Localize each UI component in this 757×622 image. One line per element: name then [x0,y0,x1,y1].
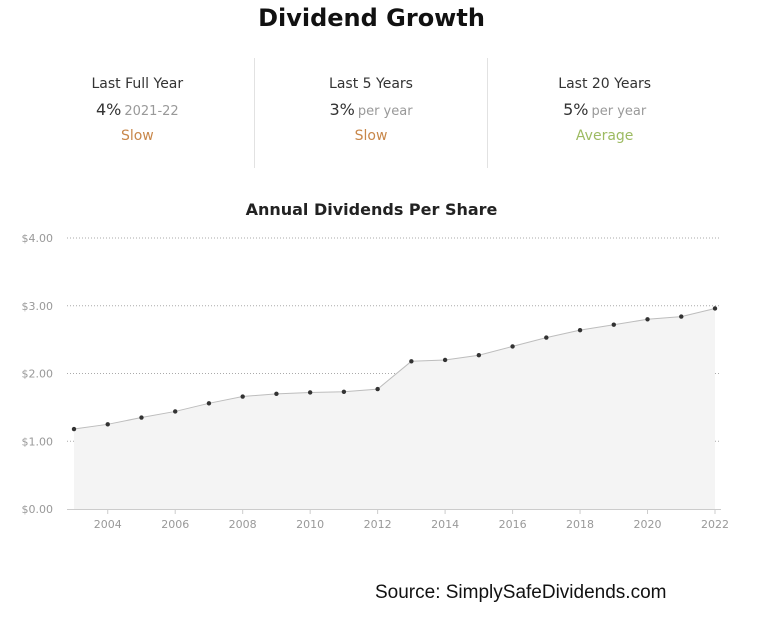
data-point [71,426,77,432]
page-title: Dividend Growth [258,4,485,32]
data-point [274,391,279,397]
data-point [307,390,313,395]
data-point [544,335,549,340]
y-tick-label: $3.00 [22,300,54,313]
stat-value-line: 5% per year [488,100,721,119]
y-tick-label: $2.00 [22,368,54,381]
stat-label: Last 5 Years [329,76,413,92]
x-tick-label: 2018 [566,518,594,531]
dividends-area-chart: $0.00 $1.00 $2.00 $3.00 $4.00 2004 2006 2008 201… [22,232,730,531]
x-tick-label: 2006 [161,518,189,531]
data-point [510,344,515,349]
data-point [611,322,616,327]
data-point [139,415,144,420]
stat-value: 4% [95,100,122,119]
stat-value-line: 3% per year [255,100,488,119]
x-tick-label: 2022 [701,518,729,531]
data-point [476,353,482,358]
data-point [679,314,684,319]
data-point [173,409,178,414]
stat-last-20-years: Last 20 Years 5% per year Average [487,58,721,168]
x-tick-label: 2016 [499,518,527,531]
x-tick-label: 2020 [634,518,662,531]
series-line [73,307,716,430]
stat-last-5-years: Last 5 Years 3% per year Slow [253,58,488,168]
stat-label: Last Full Year [91,76,184,92]
data-point [341,389,347,394]
stat-value: 5% [563,100,589,119]
stat-last-full-year: Last Full Year 4% 2021-22 Slow [21,58,254,168]
x-tick-label: 2008 [229,518,257,531]
data-point [645,317,650,322]
y-tick-label: $0.00 [22,503,54,516]
area-fill [74,308,715,509]
y-tick-label: $1.00 [22,435,54,448]
stat-rating: Average [575,128,634,144]
data-point [442,357,448,363]
y-tick-label: $4.00 [22,232,54,245]
data-point [577,327,583,333]
x-tick-label: 2014 [431,518,459,531]
source-credit: Source: SimplySafeDividends.com [375,582,667,603]
stat-value-line: 4% 2021-22 [21,100,254,119]
stat-value: 3% [329,100,355,119]
data-point [105,422,110,427]
stats-panel: Last Full Year 4% 2021-22 Slow Last 5 Yea… [21,58,721,168]
data-point [375,386,380,392]
stat-rating: Slow [354,128,388,144]
chart-title: Annual Dividends Per Share [245,200,498,219]
stat-subtext: per year [591,104,647,119]
data-point [206,401,212,406]
x-tick-label: 2012 [364,518,392,531]
stat-rating: Slow [120,128,154,144]
data-point [240,394,245,399]
data-point [712,306,718,311]
stat-label: Last 20 Years [558,76,652,92]
data-point [409,359,414,364]
x-tick-label: 2010 [296,518,324,531]
stat-subtext: 2021-22 [124,104,179,119]
x-tick-label: 2004 [94,518,122,531]
stat-subtext: per year [357,104,413,119]
